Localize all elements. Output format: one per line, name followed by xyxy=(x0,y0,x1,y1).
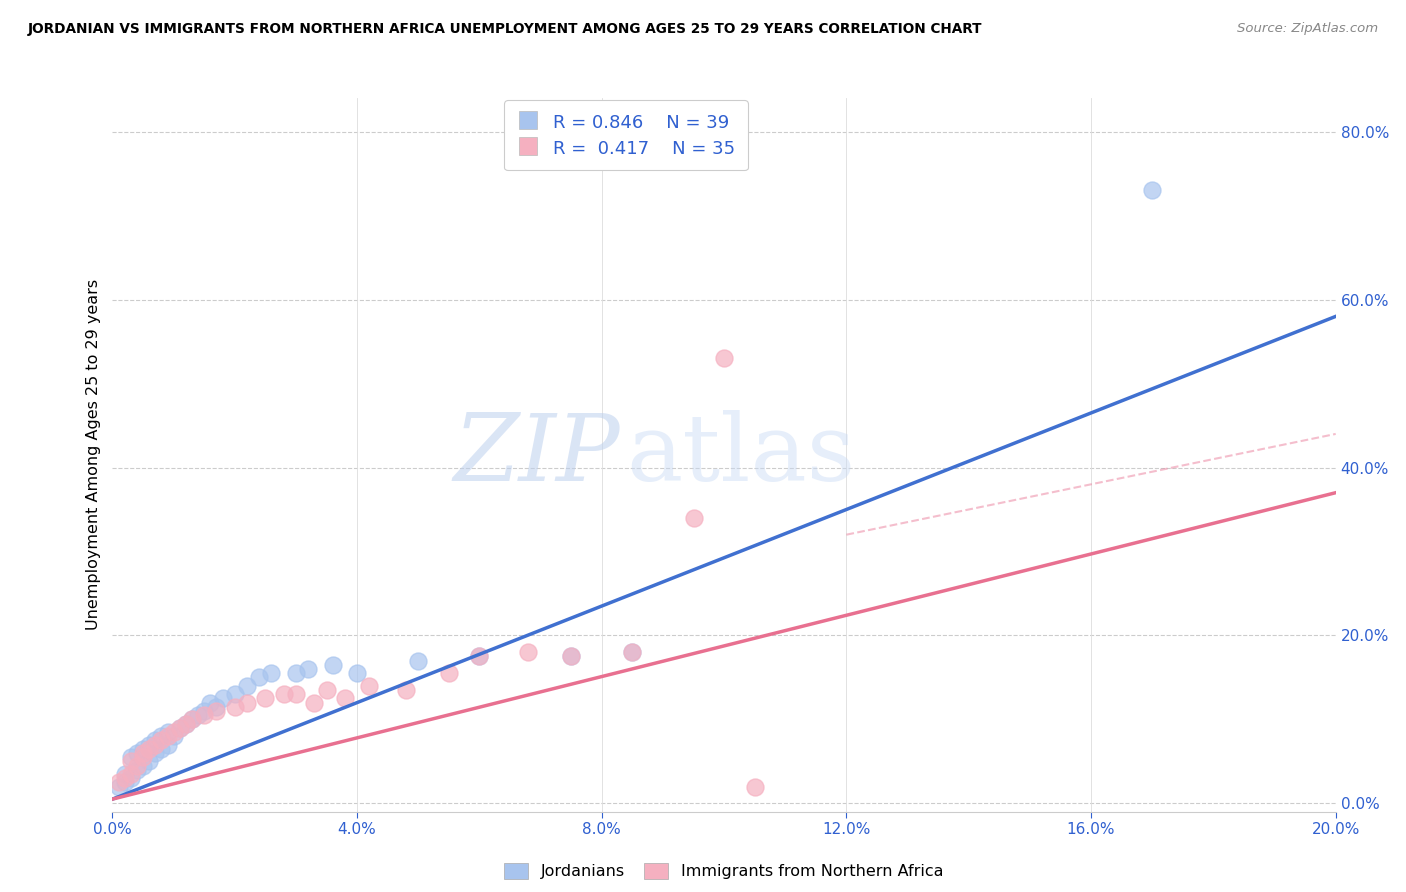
Point xyxy=(247,670,270,684)
Point xyxy=(468,649,491,664)
Point xyxy=(132,758,155,772)
Point xyxy=(322,657,344,672)
Point xyxy=(125,758,148,772)
Text: atlas: atlas xyxy=(626,410,855,500)
Point xyxy=(1142,184,1164,198)
Point xyxy=(408,654,430,668)
Point xyxy=(169,721,191,735)
Point xyxy=(120,750,142,764)
Point xyxy=(200,696,222,710)
Point xyxy=(169,721,191,735)
Point xyxy=(132,741,155,756)
Point xyxy=(156,738,179,752)
Point xyxy=(120,771,142,785)
Text: Source: ZipAtlas.com: Source: ZipAtlas.com xyxy=(1237,22,1378,36)
Point xyxy=(143,738,166,752)
Point xyxy=(114,767,136,781)
Point xyxy=(138,738,160,752)
Text: ZIP: ZIP xyxy=(454,410,620,500)
Y-axis label: Unemployment Among Ages 25 to 29 years: Unemployment Among Ages 25 to 29 years xyxy=(86,279,101,631)
Point xyxy=(224,687,246,701)
Point xyxy=(132,750,155,764)
Point xyxy=(187,708,209,723)
Point xyxy=(211,691,233,706)
Point xyxy=(114,771,136,785)
Legend: Jordanians, Immigrants from Northern Africa: Jordanians, Immigrants from Northern Afr… xyxy=(498,856,950,886)
Point xyxy=(205,699,228,714)
Point xyxy=(560,649,582,664)
Point xyxy=(224,699,246,714)
Point xyxy=(107,775,129,789)
Point xyxy=(174,716,197,731)
Point xyxy=(744,780,766,794)
Point xyxy=(315,683,337,698)
Point xyxy=(181,712,204,726)
Point xyxy=(181,712,204,726)
Point xyxy=(713,351,735,366)
Point xyxy=(560,649,582,664)
Point xyxy=(150,733,173,747)
Point xyxy=(143,733,166,747)
Point xyxy=(125,763,148,777)
Point xyxy=(621,645,644,659)
Point xyxy=(284,666,308,681)
Point xyxy=(143,746,166,760)
Text: JORDANIAN VS IMMIGRANTS FROM NORTHERN AFRICA UNEMPLOYMENT AMONG AGES 25 TO 29 YE: JORDANIAN VS IMMIGRANTS FROM NORTHERN AF… xyxy=(28,22,983,37)
Point xyxy=(125,746,148,760)
Point xyxy=(236,679,259,693)
Point xyxy=(163,725,186,739)
Point xyxy=(260,666,283,681)
Point xyxy=(346,666,368,681)
Point xyxy=(156,725,179,739)
Point xyxy=(621,645,644,659)
Point xyxy=(236,696,259,710)
Point xyxy=(138,755,160,769)
Point xyxy=(120,755,142,769)
Point xyxy=(132,746,155,760)
Point xyxy=(682,511,704,525)
Point xyxy=(468,649,491,664)
Point xyxy=(193,704,215,718)
Point xyxy=(107,780,129,794)
Point xyxy=(304,696,326,710)
Point xyxy=(193,708,215,723)
Point xyxy=(437,666,460,681)
Point xyxy=(395,683,418,698)
Point xyxy=(150,729,173,743)
Point xyxy=(156,729,179,743)
Point xyxy=(163,729,186,743)
Point xyxy=(284,687,308,701)
Point xyxy=(205,704,228,718)
Point xyxy=(114,775,136,789)
Point xyxy=(359,679,381,693)
Point xyxy=(138,741,160,756)
Point xyxy=(150,741,173,756)
Point xyxy=(174,716,197,731)
Point xyxy=(517,645,540,659)
Point xyxy=(120,767,142,781)
Point xyxy=(297,662,319,676)
Point xyxy=(254,691,277,706)
Point xyxy=(273,687,295,701)
Point xyxy=(333,691,356,706)
